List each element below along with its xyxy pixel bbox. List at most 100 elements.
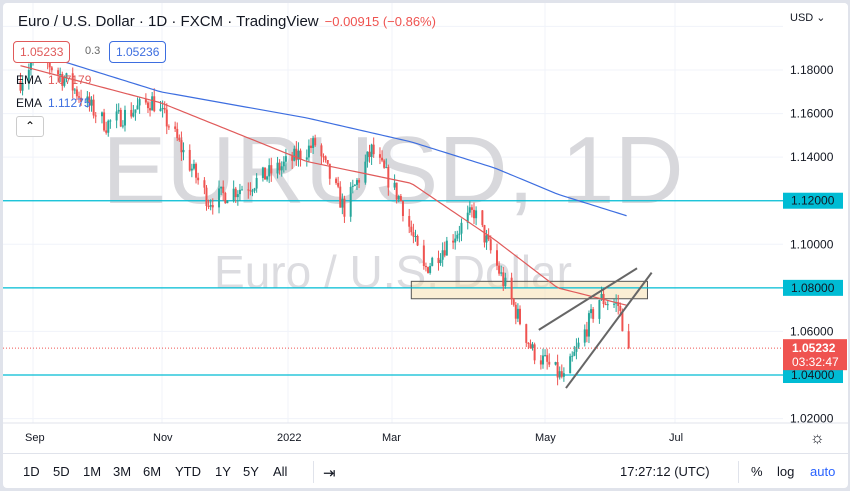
percent-scale-button[interactable]: % [751,464,763,479]
range-1m[interactable]: 1M [83,464,102,479]
clock[interactable]: 17:27:12 (UTC) [620,464,710,479]
candle-body [399,195,402,202]
candle-body [510,277,513,300]
candle-body [134,109,137,113]
candle-body [119,109,122,127]
candle-body [439,259,442,264]
goto-date-icon[interactable]: ⇥ [323,465,336,482]
candle-body [307,145,310,158]
range-1d[interactable]: 1D [23,464,40,479]
candle-body [385,166,388,168]
range-6m[interactable]: 6M [143,464,162,479]
ema-fast-line[interactable] [20,65,627,306]
candle-body [309,145,312,148]
candle-body [205,187,208,206]
candle-body [408,215,411,227]
candle-body [502,272,505,287]
price-tick-label: 1.10000 [790,237,834,251]
candle-body [255,177,258,189]
range-all[interactable]: All [273,464,288,479]
candle-body [414,236,417,238]
candle-body [539,360,542,365]
range-5d[interactable]: 5D [53,464,70,479]
candle-body [335,178,338,183]
candle-body [518,308,521,325]
candle-body [496,250,498,266]
candle-body [500,272,503,274]
candle-body [531,344,534,348]
candle-body [569,356,572,374]
time-tick-label: Nov [153,432,173,444]
candle-body [278,162,281,171]
candle-body [161,107,164,109]
candle-body [174,126,177,129]
price-change: −0.00915 (−0.86%) [324,14,436,29]
candle-body [617,302,620,307]
candle-body [115,111,118,121]
candle-body [132,112,135,117]
candle-body [226,200,229,204]
candle-body [253,188,256,191]
candle-body [299,150,302,160]
candle-body [314,138,317,146]
candle-body [527,342,530,344]
settings-icon[interactable]: ☼ [810,430,825,447]
candle-body [71,73,74,91]
candle-body [80,97,83,102]
candle-body [544,355,547,357]
sell-price-button[interactable]: 1.05233 [13,41,71,63]
wedge-trendline[interactable] [538,267,638,331]
candle-body [103,112,106,131]
candle-body [280,166,283,171]
candle-body [592,309,595,319]
candle-body [604,304,607,306]
candle-body [167,126,170,128]
candle-body [109,120,112,122]
last-price-label: 1.05232 [792,341,836,355]
candle-body [577,342,580,347]
support-resistance-zone[interactable] [410,280,648,300]
candle-body [516,308,519,319]
candle-body [90,99,93,106]
candle-body [149,108,152,111]
candle-body [504,277,507,287]
candle-body [619,306,622,311]
collapse-legend-button[interactable]: ⌃ [16,116,44,137]
log-scale-button[interactable]: log [777,464,795,479]
ema-slow-line[interactable] [20,47,627,217]
candle-body [19,80,22,91]
candle-body [393,182,396,188]
currency-select[interactable]: USD ⌄ [790,12,826,24]
candle-body [583,329,586,343]
candle-body [368,151,371,157]
candle-body [121,125,124,127]
candle-body [529,343,532,348]
ema-legend-fast[interactable]: EMA 1.07179 [16,73,92,87]
candle-body [573,351,576,356]
candle-body [144,99,147,103]
candle-body [370,144,373,157]
candle-body [590,309,593,314]
time-tick-label: Jul [669,432,683,444]
candle-body [105,130,108,133]
candle-body [324,156,327,161]
range-5y[interactable]: 5Y [243,464,259,479]
candle-body [585,329,588,337]
candle-body [312,138,315,148]
buy-price-button[interactable]: 1.05236 [109,41,167,63]
ema-legend-slow[interactable]: EMA 1.11275 [16,96,91,110]
range-ytd[interactable]: YTD [175,464,201,479]
candle-body [159,108,162,112]
wedge-trendline[interactable] [565,272,653,389]
range-3m[interactable]: 3M [113,464,132,479]
candle-body [322,156,325,158]
auto-scale-button[interactable]: auto [810,464,836,479]
candle-body [88,96,91,106]
level-price-tag [783,279,843,296]
range-1y[interactable]: 1Y [215,464,231,479]
candle-body [554,362,557,365]
candle-body [236,194,239,198]
candle-body [621,310,624,332]
candle-body [571,355,574,357]
